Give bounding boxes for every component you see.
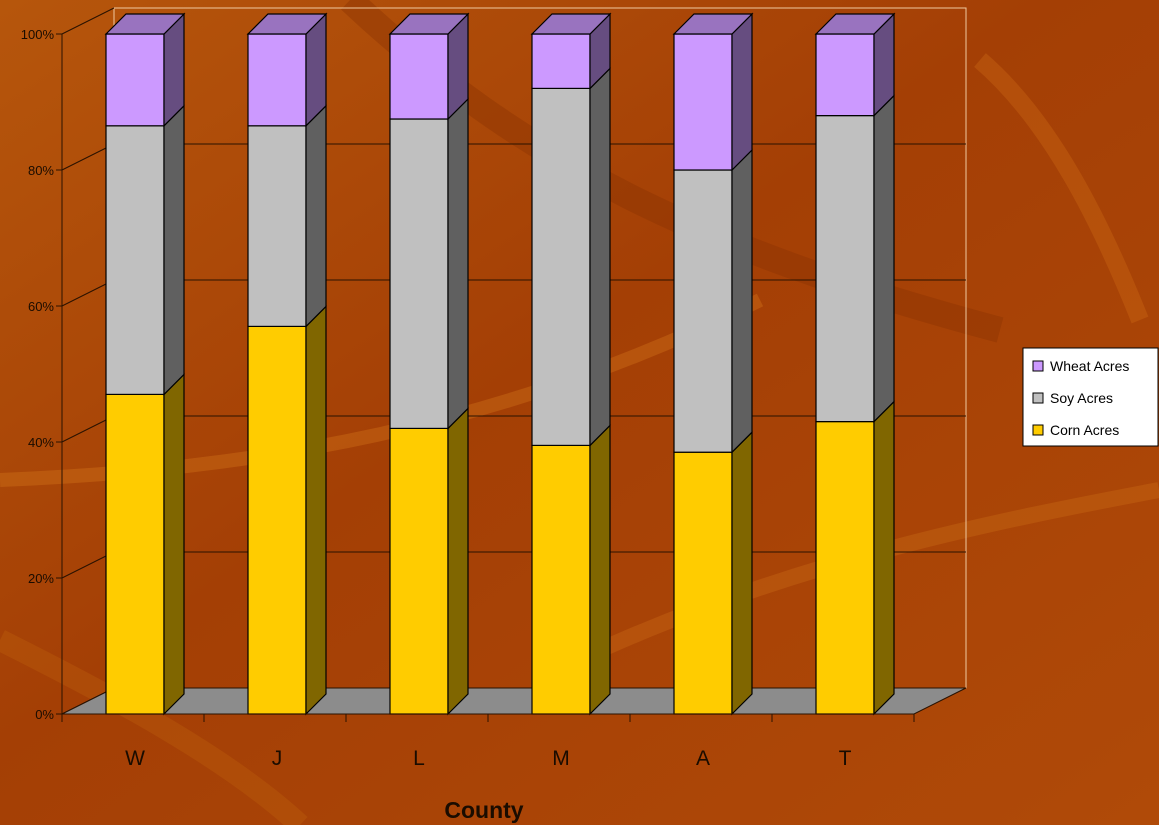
legend-label: Soy Acres (1050, 390, 1113, 406)
bar-side (163, 104, 185, 396)
y-tick-label: 100% (21, 27, 55, 42)
x-tick-label: T (839, 747, 852, 770)
legend-box (1022, 347, 1159, 447)
bar-segment-soy-acres-M (531, 87, 591, 447)
y-tick-label: 40% (28, 435, 54, 450)
bar-segment-corn-acres-J (247, 325, 307, 715)
bar-side (163, 372, 185, 716)
bars (104, 12, 896, 716)
bar-segment-wheat-acres-J (247, 33, 307, 127)
legend-label: Corn Acres (1050, 422, 1119, 438)
bar-stack-W (104, 12, 186, 716)
x-tick-label: L (413, 747, 425, 770)
bar-side (731, 430, 753, 716)
gridline-depth (61, 551, 115, 579)
bar-segment-soy-acres-L (389, 118, 449, 429)
bar-side (447, 406, 469, 716)
bar-segment-soy-acres-T (815, 114, 875, 423)
bar-side (305, 304, 327, 716)
gridline-depth (61, 415, 115, 443)
legend-swatch (1032, 424, 1044, 436)
gridline-depth (61, 279, 115, 307)
bar-side (305, 104, 327, 328)
bar-side (873, 94, 895, 424)
y-tick-label: 20% (28, 571, 54, 586)
legend-label: Wheat Acres (1050, 358, 1129, 374)
bar-segment-corn-acres-T (815, 421, 875, 715)
x-tick-label: A (696, 747, 710, 770)
x-tick-label: M (552, 747, 570, 770)
bar-top (246, 13, 328, 35)
bar-segment-wheat-acres-M (531, 33, 591, 90)
x-tick-label: J (272, 747, 283, 770)
bar-segment-wheat-acres-A (673, 33, 733, 171)
bar-side (589, 66, 611, 447)
bar-top (530, 13, 612, 35)
legend: Wheat Acres Soy Acres Corn Acres (1022, 347, 1159, 447)
bar-segment-wheat-acres-L (389, 33, 449, 120)
bar-top (672, 13, 754, 35)
bar-stack-J (246, 12, 328, 716)
axes: W J L M A T 0% 20% 40% 60% 80% 100% (21, 27, 915, 770)
gridline-depth (61, 143, 115, 171)
bar-top (388, 13, 470, 35)
bar-segment-soy-acres-W (105, 125, 165, 396)
bar-side (589, 423, 611, 716)
bar-segment-corn-acres-M (531, 444, 591, 715)
bar-top (104, 13, 186, 35)
bar-segment-soy-acres-J (247, 125, 307, 328)
bar-segment-wheat-acres-W (105, 33, 165, 127)
x-axis-title: County (444, 797, 523, 823)
y-tick-label: 0% (35, 707, 54, 722)
bar-stack-M (530, 12, 612, 716)
bar-segment-corn-acres-A (673, 451, 733, 715)
bar-side (873, 400, 895, 716)
y-tick-label: 60% (28, 299, 54, 314)
legend-swatch (1032, 360, 1044, 372)
y-tick-label: 80% (28, 163, 54, 178)
bar-segment-corn-acres-L (389, 427, 449, 715)
bar-side (447, 97, 469, 430)
bar-segment-wheat-acres-T (815, 33, 875, 117)
bar-top (814, 13, 896, 35)
legend-swatch (1032, 392, 1044, 404)
bar-stack-A (672, 12, 754, 716)
bar-segment-corn-acres-W (105, 393, 165, 715)
bar-segment-soy-acres-A (673, 169, 733, 453)
x-tick-label: W (125, 747, 145, 770)
bar-stack-T (814, 12, 896, 716)
bar-stack-L (388, 12, 470, 716)
gridline-depth (61, 7, 115, 35)
bar-side (731, 12, 753, 172)
bar-side (731, 148, 753, 454)
